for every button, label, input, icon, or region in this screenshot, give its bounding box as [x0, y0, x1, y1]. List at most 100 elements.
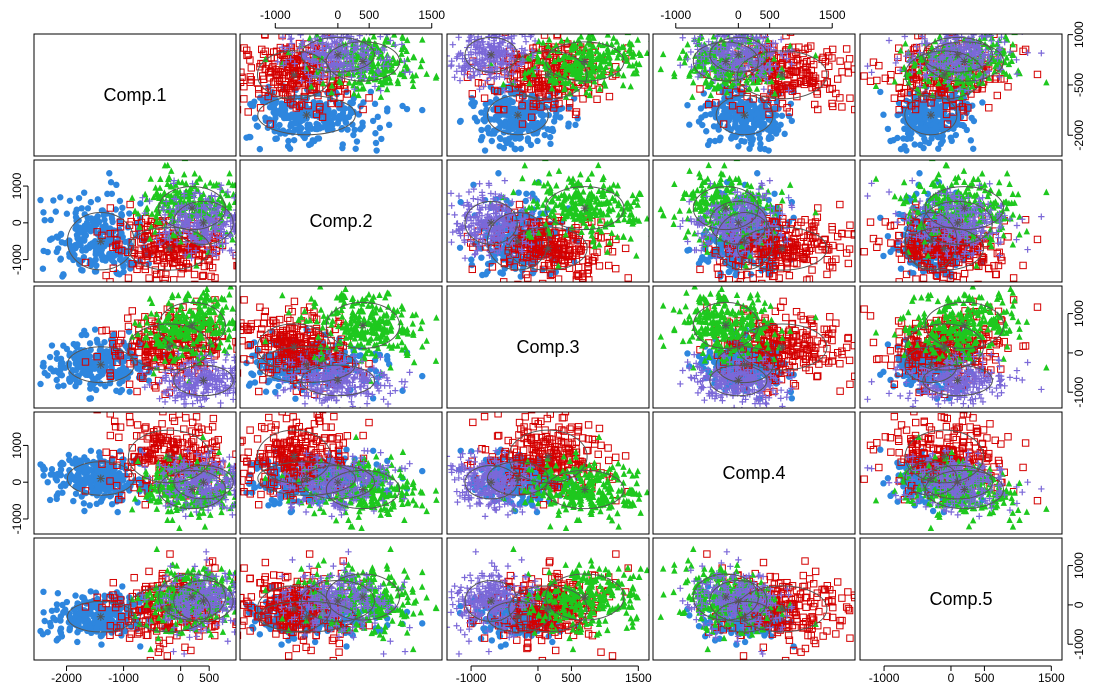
data-point: [119, 204, 126, 212]
data-point: [959, 105, 968, 114]
data-point: [535, 37, 542, 45]
data-point: [958, 103, 967, 111]
data-point: [351, 126, 358, 134]
data-point: [970, 34, 977, 39]
data-point: [358, 85, 366, 92]
data-point: [534, 55, 542, 63]
data-point: [811, 100, 819, 109]
data-point: [935, 145, 942, 152]
data-point: [747, 114, 754, 121]
data-point: [778, 99, 787, 108]
data-point: [550, 118, 558, 125]
data-point: [600, 50, 607, 57]
data-point: [486, 44, 493, 51]
data-point: [906, 69, 913, 77]
data-point: [327, 118, 335, 125]
data-point: [911, 105, 920, 114]
data-point: [994, 55, 1001, 62]
data-point: [613, 38, 621, 45]
data-point: [955, 12, 961, 18]
data-point: [491, 40, 498, 47]
data-point: [367, 88, 375, 96]
data-point: [470, 68, 477, 76]
data-point: [593, 47, 600, 55]
data-point: [764, 77, 771, 84]
data-point: [399, 34, 407, 41]
data-point: [552, 41, 560, 48]
data-point: [481, 147, 489, 154]
data-point: [619, 81, 627, 89]
data-point: [1024, 25, 1030, 31]
data-point: [244, 108, 252, 116]
data-point: [572, 121, 579, 129]
data-point: [1024, 49, 1031, 56]
data-point: [306, 79, 313, 86]
data-point: [264, 61, 273, 69]
data-point: [79, 267, 86, 274]
data-point: [706, 67, 713, 74]
data-point: [764, 36, 771, 43]
data-point: [310, 99, 317, 106]
data-point: [953, 79, 960, 86]
data-point: [697, 105, 705, 112]
data-point: [355, 91, 362, 99]
data-point: [552, 79, 559, 86]
data-point: [701, 53, 708, 60]
data-point: [704, 100, 713, 109]
data-point: [586, 91, 593, 99]
data-point: [539, 39, 547, 46]
data-point: [500, 105, 508, 114]
data-point: [694, 73, 702, 81]
data-point: [46, 236, 54, 243]
data-point: [575, 66, 582, 74]
data-point: [358, 26, 364, 32]
data-point: [732, 42, 740, 50]
data-point: [761, 74, 769, 81]
data-point: [100, 212, 107, 219]
data-point: [501, 87, 509, 94]
data-point: [591, 22, 597, 28]
data-point: [777, 121, 784, 128]
data-point: [937, 140, 945, 148]
data-point: [958, 44, 965, 52]
data-point: [546, 133, 554, 141]
data-point: [340, 61, 348, 68]
data-point: [409, 76, 416, 84]
data-point: [230, 57, 236, 63]
data-point: [937, 46, 944, 54]
data-point: [700, 90, 708, 97]
data-point: [987, 34, 989, 36]
data-point: [548, 85, 556, 92]
data-point: [786, 34, 795, 36]
data-point: [995, 38, 1002, 45]
data-point: [561, 85, 568, 93]
data-point: [40, 209, 47, 216]
data-point: [386, 56, 393, 63]
data-point: [546, 51, 553, 58]
data-point: [328, 89, 335, 96]
data-point: [664, 60, 670, 66]
data-point: [409, 72, 416, 79]
data-point: [910, 120, 918, 128]
data-point: [191, 280, 199, 282]
data-point: [84, 205, 92, 212]
data-point: [177, 196, 184, 203]
data-point: [533, 66, 541, 73]
panel-frame: [652, 33, 856, 157]
data-point: [770, 55, 778, 62]
data-point: [298, 77, 305, 84]
data-point: [419, 106, 426, 114]
data-point: [703, 46, 711, 54]
data-point: [891, 78, 898, 85]
data-point: [207, 179, 214, 186]
data-point: [699, 121, 706, 129]
data-point: [955, 23, 961, 29]
data-point: [959, 73, 966, 81]
data-point: [182, 180, 190, 187]
data-point: [343, 90, 352, 98]
data-point: [875, 61, 883, 70]
data-point: [591, 77, 598, 85]
data-point: [279, 34, 287, 41]
data-point: [107, 251, 115, 259]
